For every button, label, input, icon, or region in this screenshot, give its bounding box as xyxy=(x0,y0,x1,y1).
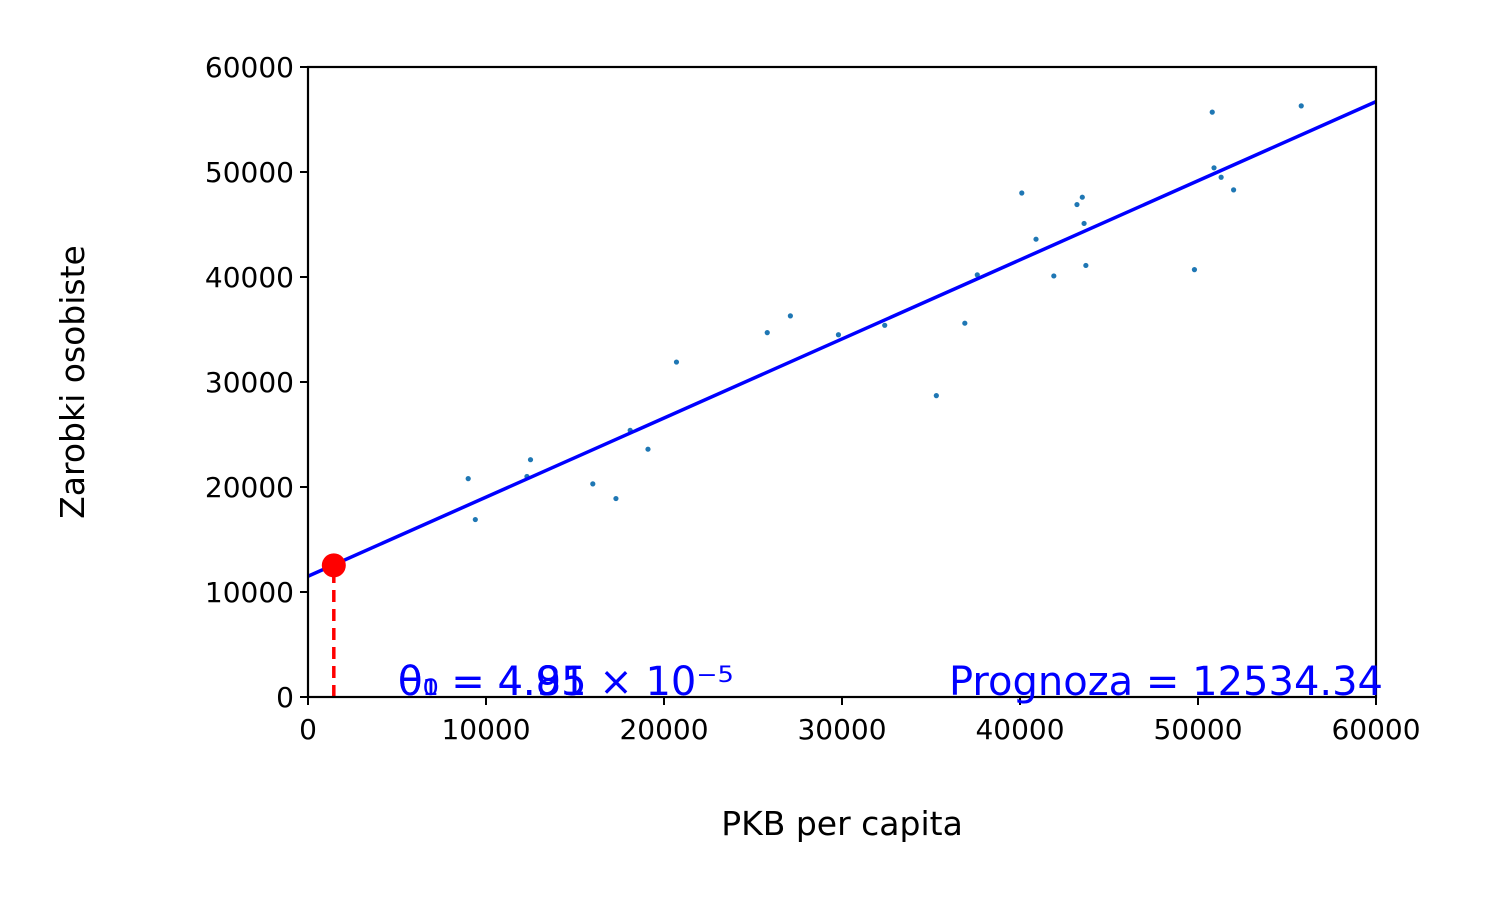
data-point-24 xyxy=(1191,267,1198,273)
data-point-13 xyxy=(882,322,888,328)
data-point-15 xyxy=(962,320,968,326)
x-tick-label: 30000 xyxy=(797,713,886,746)
y-tick-label: 30000 xyxy=(205,366,294,399)
x-tick-label: 60000 xyxy=(1331,713,1420,746)
data-point-8 xyxy=(645,446,651,452)
data-point-18 xyxy=(1033,236,1039,242)
data-point-10 xyxy=(764,330,770,336)
data-point-12 xyxy=(835,332,842,338)
prognoza-annotation: Prognoza = 12534.34 xyxy=(949,659,1383,705)
data-point-2 xyxy=(472,516,478,523)
data-point-26 xyxy=(1211,165,1217,171)
data-point-27 xyxy=(1218,174,1224,180)
data-point-25 xyxy=(1209,109,1215,115)
y-tick-label: 40000 xyxy=(205,261,294,294)
data-point-22 xyxy=(1081,220,1087,227)
x-tick-label: 20000 xyxy=(619,713,708,746)
data-point-1 xyxy=(465,476,471,482)
data-point-6 xyxy=(613,495,619,502)
x-tick-label: 40000 xyxy=(975,713,1064,746)
x-axis-label: PKB per capita xyxy=(721,804,963,843)
y-axis-ticks: 0 10000 20000 30000 40000 50000 60000 xyxy=(205,51,308,714)
data-point-14 xyxy=(933,393,939,399)
plot-frame xyxy=(306,65,1378,699)
x-tick-label: 50000 xyxy=(1153,713,1242,746)
data-point-9 xyxy=(673,359,680,365)
prediction-marker xyxy=(321,553,346,578)
data-point-19 xyxy=(1051,273,1057,279)
y-tick-label: 50000 xyxy=(205,156,294,189)
data-point-4 xyxy=(527,457,534,463)
x-tick-label: 0 xyxy=(299,713,317,746)
theta1-annotation: θ₁ = 4.91 × 10⁻⁵ xyxy=(398,659,734,705)
data-point-28 xyxy=(1231,187,1237,193)
theta0-annotation: θ₀ = 4.85 xyxy=(398,659,587,705)
data-point-11 xyxy=(787,313,793,319)
y-axis-label: Zarobki osobiste xyxy=(53,245,92,519)
y-tick-label: 10000 xyxy=(205,576,294,609)
y-tick-label: 20000 xyxy=(205,471,294,504)
y-tick-label: 60000 xyxy=(205,51,294,84)
data-point-29 xyxy=(1298,103,1304,109)
data-point-16 xyxy=(974,272,980,278)
data-point-23 xyxy=(1083,262,1089,269)
data-point-20 xyxy=(1074,201,1080,208)
data-point-5 xyxy=(590,481,596,487)
fit-line xyxy=(307,100,1377,578)
x-axis-ticks: 0 10000 20000 30000 40000 50000 60000 xyxy=(299,697,1421,746)
data-point-21 xyxy=(1079,194,1085,200)
data-point-17 xyxy=(1019,190,1025,196)
x-tick-label: 10000 xyxy=(441,713,530,746)
y-tick-label: 0 xyxy=(276,681,294,714)
